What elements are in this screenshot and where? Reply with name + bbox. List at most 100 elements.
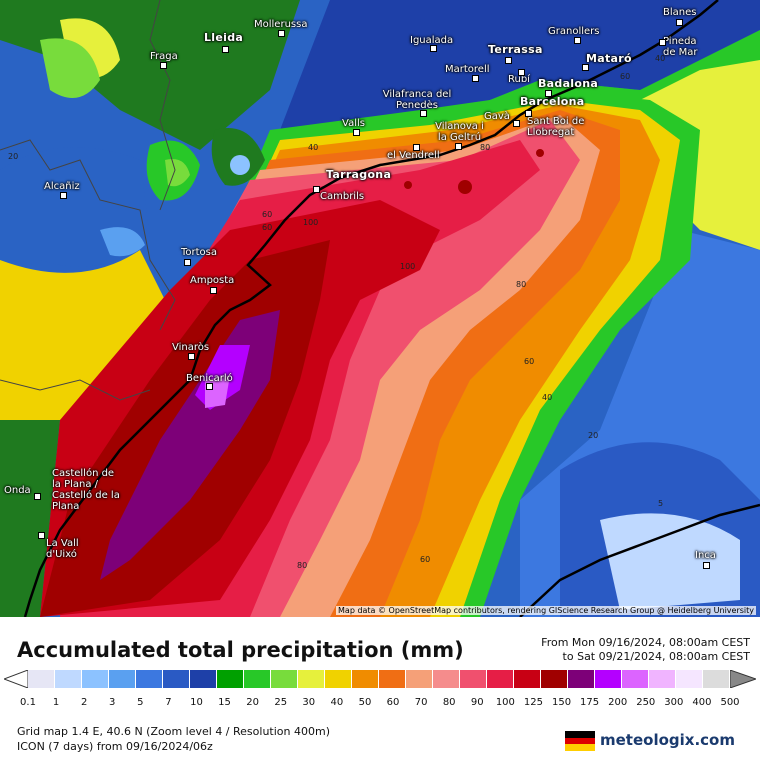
city-label: Inca: [695, 550, 716, 561]
scale-swatch: [406, 670, 433, 688]
city-marker: [313, 186, 320, 193]
scale-swatch: [55, 670, 82, 688]
city-label: Alcañiz: [44, 181, 80, 192]
city-marker: [206, 383, 213, 390]
scale-swatch: [244, 670, 271, 688]
scale-tick-label: 100: [495, 697, 515, 708]
period-from: From Mon 09/16/2024, 08:00am CEST: [541, 636, 750, 649]
scale-tick-label: 80: [442, 697, 456, 708]
city-label: Rubí: [508, 74, 530, 85]
scale-tick-label: 175: [580, 697, 600, 708]
isoline-label: 5: [658, 499, 664, 508]
city-label: Castellón de la Plana / Castelló de la P…: [52, 468, 120, 512]
scale-swatch: [649, 670, 676, 688]
scale-swatch: [541, 670, 568, 688]
scale-tick-label: 150: [551, 697, 572, 708]
city-label: Blanes: [663, 7, 697, 18]
isoline-label: 80: [480, 143, 491, 152]
scale-swatch: [109, 670, 136, 688]
scale-tick-label: 20: [246, 697, 259, 708]
scale-swatch: [325, 670, 352, 688]
city-label: Vinaròs: [172, 342, 210, 353]
scale-tick-label: 5: [137, 697, 144, 708]
isoline-label: 40: [308, 143, 319, 152]
map-canvas: [0, 0, 760, 617]
city-label: Benicarló: [186, 373, 233, 384]
scale-tick-label: 60: [386, 697, 400, 708]
scale-swatch: [190, 670, 217, 688]
scale-swatch: [82, 670, 109, 688]
city-marker: [60, 192, 67, 199]
scale-swatch: [514, 670, 541, 688]
city-marker: [278, 30, 285, 37]
city-marker: [455, 143, 462, 150]
scale-tick-label: 25: [274, 697, 288, 708]
city-marker: [505, 57, 512, 64]
city-marker: [703, 562, 710, 569]
isoline-label: 100: [400, 262, 416, 271]
isoline-label: 100: [303, 218, 319, 227]
city-marker: [525, 110, 532, 117]
scale-tick-label: 125: [523, 697, 543, 708]
scale-tick-label: 400: [692, 697, 712, 708]
scale-swatch: [28, 670, 55, 688]
period-to: to Sat 09/21/2024, 08:00am CEST: [562, 650, 750, 663]
city-label: Vilafranca del Penedès: [382, 89, 452, 111]
scale-tick-label: 15: [218, 697, 231, 708]
map-credits: Map data © OpenStreetMap contributors, r…: [336, 606, 756, 615]
city-label: Mataró: [586, 52, 632, 65]
chart-title: Accumulated total precipitation (mm): [17, 638, 464, 662]
city-marker: [184, 259, 191, 266]
city-label: Sant Boi de Llobregat: [527, 116, 585, 138]
scale-tick-label: 250: [636, 697, 656, 708]
scale-tick-label: 90: [470, 697, 484, 708]
city-label: Cambrils: [320, 191, 365, 202]
scale-tick-label: 1: [52, 697, 60, 708]
isoline-label: 20: [588, 431, 599, 440]
precipitation-map[interactable]: 20 40 60 40 80 60 100 100 80 60 40 20 5 …: [0, 0, 760, 617]
isoline-label: 80: [516, 280, 527, 289]
brand-logo[interactable]: meteologix.com: [600, 731, 735, 749]
scale-tick-label: 500: [720, 697, 740, 708]
city-label: Martorell: [445, 64, 490, 75]
city-marker: [188, 353, 195, 360]
scale-tick-label: 0.1: [20, 697, 36, 708]
city-label: Onda: [4, 485, 31, 496]
city-marker: [38, 532, 45, 539]
isoline-label: 60: [524, 357, 535, 366]
city-label: el Vendrell: [387, 150, 440, 161]
isoline-label: 40: [542, 393, 553, 402]
city-label: Mollerussa: [254, 19, 308, 30]
scale-swatch: [568, 670, 595, 688]
city-label: Tarragona: [326, 168, 392, 181]
scale-tick-label: 40: [330, 697, 344, 708]
grid-info: Grid map 1.4 E, 40.6 N (Zoom level 4 / R…: [17, 725, 330, 738]
scale-tick-label: 2: [80, 697, 88, 708]
isoline-label: 60: [262, 210, 273, 219]
city-label: Tortosa: [181, 247, 218, 258]
scale-tick-label: 30: [302, 697, 316, 708]
scale-swatch: [271, 670, 298, 688]
isoline-label: 20: [8, 152, 19, 161]
city-marker: [472, 75, 479, 82]
scale-left-arrow: [4, 670, 28, 688]
scale-tick-label: 50: [358, 697, 372, 708]
scale-swatch: [595, 670, 622, 688]
isoline-label: 60: [620, 72, 631, 81]
city-marker: [210, 287, 217, 294]
city-label: Lleida: [204, 31, 244, 44]
city-label: Vilanova i la Geltrú: [435, 121, 484, 143]
model-info: ICON (7 days) from 09/16/2024/06z: [17, 740, 213, 753]
city-marker: [518, 69, 525, 76]
city-label: Igualada: [410, 35, 454, 46]
scale-tick-label: 200: [608, 697, 628, 708]
city-marker: [420, 110, 427, 117]
city-marker: [676, 19, 683, 26]
scale-swatch: [622, 670, 649, 688]
scale-swatch: [136, 670, 163, 688]
city-marker: [430, 45, 437, 52]
city-marker: [353, 129, 360, 136]
city-marker: [34, 493, 41, 500]
scale-swatch: [460, 670, 487, 688]
scale-swatch: [379, 670, 406, 688]
